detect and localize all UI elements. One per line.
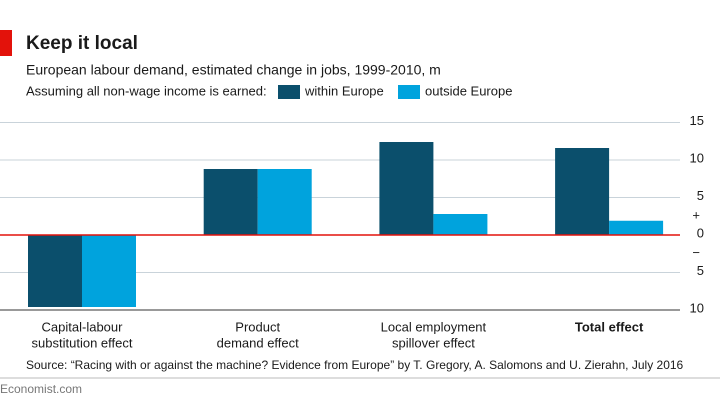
bar (82, 235, 136, 307)
chart-title: Keep it local (26, 33, 138, 54)
bar (555, 148, 610, 235)
legend-swatch (398, 85, 420, 99)
chart-subtitle: European labour demand, estimated change… (26, 62, 441, 78)
x-tick-label: substitution effect (32, 335, 133, 350)
bar (203, 169, 258, 235)
bar (28, 235, 82, 307)
bar (379, 142, 434, 235)
footer: Economist.com (0, 382, 82, 396)
bar (257, 169, 312, 235)
sign-label: + (692, 208, 700, 223)
sign-label: − (692, 245, 700, 260)
y-tick-label: 0 (697, 225, 704, 240)
legend-label: outside Europe (425, 83, 512, 98)
y-tick-label: 10 (690, 150, 704, 165)
legend-swatch (278, 85, 300, 99)
y-tick-label: 10 (690, 300, 704, 315)
x-tick-label: demand effect (217, 335, 300, 350)
x-tick-label: Product (235, 319, 280, 334)
legend-title: Assuming all non-wage income is earned: (26, 83, 267, 98)
x-tick-label: Local employment (381, 319, 487, 334)
x-tick-label: Capital-labour (42, 319, 124, 334)
x-tick-label: Total effect (575, 319, 644, 334)
y-tick-label: 5 (697, 188, 704, 203)
y-tick-label: 15 (690, 113, 704, 128)
red-tag (0, 30, 12, 56)
bar (433, 214, 488, 235)
source: Source: “Racing with or against the mach… (26, 358, 684, 372)
legend-label: within Europe (304, 83, 384, 98)
x-tick-label: spillover effect (392, 335, 475, 350)
y-tick-label: 5 (697, 263, 704, 278)
bar (609, 220, 664, 235)
